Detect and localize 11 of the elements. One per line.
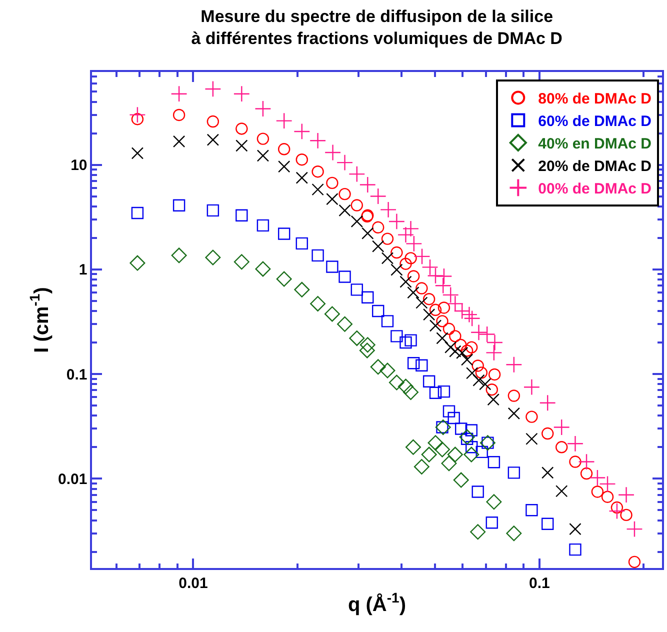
legend-label: 40% en DMAc D: [538, 136, 652, 153]
y-tick-label: 10: [70, 157, 88, 174]
y-tick-label: 0.1: [66, 366, 88, 384]
legend-label: 00% de DMAc D: [538, 180, 652, 198]
x-axis-title: q (Å$^{-1}$): [348, 589, 406, 616]
legend-label: 60% de DMAc D: [538, 113, 652, 130]
chart-title: Mesure du spectre de diffusipon de la silice à différentes fractions volumiques de DMAc D: [191, 7, 562, 48]
y-tick-label: 1: [78, 262, 88, 279]
legend-label: 80% de DMAc D: [538, 90, 652, 108]
y-tick-label: 0.01: [58, 470, 88, 488]
legend-label: 20% de DMAc D: [538, 158, 652, 176]
